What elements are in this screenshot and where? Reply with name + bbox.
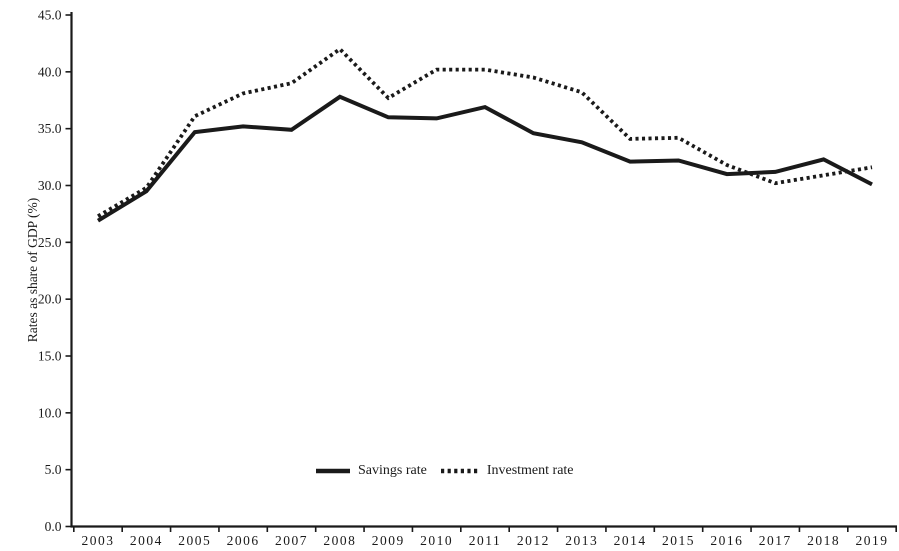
y-tick-label: 10.0 <box>38 405 62 420</box>
y-axis-title: Rates as share of GDP (%) <box>25 197 40 343</box>
y-tick-label: 35.0 <box>38 121 62 136</box>
y-tick-label: 15.0 <box>38 349 62 364</box>
x-tick-label-2017: 2017 <box>759 533 792 548</box>
investment-rate-line <box>97 46 873 218</box>
y-tick-label: 40.0 <box>38 64 62 79</box>
x-tick-label-2008: 2008 <box>323 533 356 548</box>
x-tick-label-2004: 2004 <box>130 533 163 548</box>
savings-rate-line <box>96 94 873 223</box>
x-tick-label-2007: 2007 <box>275 533 308 548</box>
x-tick-label-2009: 2009 <box>372 533 405 548</box>
x-tick-label-2012: 2012 <box>517 533 550 548</box>
legend-label-investment-rate: Investment rate <box>486 463 574 478</box>
x-tick-label-2013: 2013 <box>565 533 598 548</box>
x-tick-label-2011: 2011 <box>469 533 502 548</box>
legend-label-savings-rate: Savings rate <box>358 463 427 478</box>
y-tick-label: 0.0 <box>45 519 62 534</box>
x-tick-label-2016: 2016 <box>710 533 743 548</box>
legend-item-investment-rate: Investment rate <box>440 463 574 479</box>
x-tick-label-2010: 2010 <box>420 533 453 548</box>
x-tick-label-2005: 2005 <box>178 533 211 548</box>
legend-item-savings-rate: Savings rate <box>316 463 427 479</box>
savings-rate-line-swatch <box>316 468 350 474</box>
y-tick-label: 45.0 <box>38 8 62 23</box>
x-tick-label-2019: 2019 <box>856 533 889 548</box>
x-tick-label-2015: 2015 <box>662 533 695 548</box>
y-tick-label: 5.0 <box>45 462 62 477</box>
y-tick-label: 25.0 <box>38 235 62 250</box>
y-tick-label: 20.0 <box>38 292 62 307</box>
x-tick-label-2006: 2006 <box>227 533 260 548</box>
legend: Savings rate Investment rate <box>316 463 574 479</box>
x-tick-label-2003: 2003 <box>82 533 115 548</box>
x-tick-label-2018: 2018 <box>807 533 840 548</box>
x-tick-label-2014: 2014 <box>614 533 647 548</box>
investment-rate-line-swatch <box>440 468 479 474</box>
y-tick-label: 30.0 <box>38 178 62 193</box>
